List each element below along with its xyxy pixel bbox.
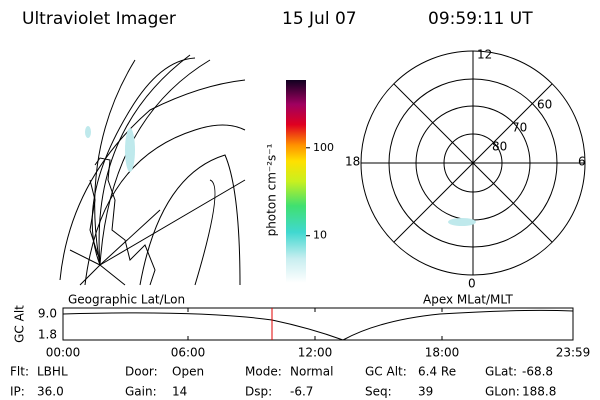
field-label: IP: (10, 385, 25, 399)
timeline-xtick: 12:00 (298, 346, 333, 360)
field-value: 39 (418, 385, 433, 399)
timeline-ytick: 1.8 (38, 328, 57, 342)
field-label: Mode: (245, 365, 282, 379)
field-value: -6.7 (290, 385, 313, 399)
timeline-xtick: 06:00 (171, 346, 206, 360)
panel-title: Geographic Lat/Lon (68, 293, 185, 307)
footer: Flt: LBHL Door: Open Mode: Normal GC Alt: 6.4 R… (10, 365, 556, 399)
colorbar-label: photon cm⁻²s⁻¹ (265, 143, 279, 236)
mlt-label: 18 (345, 155, 360, 169)
field-value: LBHL (37, 365, 68, 379)
mlat-label: 60 (537, 98, 552, 112)
field-value: Open (172, 365, 204, 379)
field-value: 188.8 (522, 385, 556, 399)
field-value: 14 (172, 385, 187, 399)
field-label: GC Alt: (365, 365, 407, 379)
polar-grid (360, 50, 586, 276)
mlat-label: 70 (512, 121, 527, 135)
field-label: Dsp: (245, 385, 272, 399)
timeline-ylabel: GC Alt (13, 305, 27, 343)
field-value: 36.0 (37, 385, 64, 399)
field-label: Door: (125, 365, 158, 379)
mlt-label: 0 (468, 277, 476, 291)
mlt-label: 12 (477, 48, 492, 62)
field-value: 6.4 Re (418, 365, 456, 379)
colorbar-tick-label: 10 (313, 229, 327, 242)
colorbar-tick-label: 100 (313, 141, 334, 154)
timeline-xtick: 18:00 (425, 346, 460, 360)
title: Ultraviolet Imager (22, 9, 176, 29)
field-label: Gain: (125, 385, 157, 399)
timeline-xtick: 23:59 (556, 346, 591, 360)
timeline-xtick: 00:00 (46, 346, 81, 360)
field-label: Seq: (365, 385, 392, 399)
panel-title: Apex MLat/MLT (423, 293, 513, 307)
field-label: GLat: (485, 365, 517, 379)
field-value: -68.8 (522, 365, 553, 379)
field-label: Flt: (10, 365, 29, 379)
mlt-label: 6 (578, 155, 586, 169)
field-label: GLon: (485, 385, 520, 399)
mlat-label: 80 (492, 140, 507, 154)
time: 09:59:11 UT (428, 9, 533, 29)
date: 15 Jul 07 (282, 9, 357, 29)
colorbar (286, 80, 306, 283)
geographic-map (59, 54, 246, 286)
colorbar-axis: 10 100 (306, 141, 334, 242)
timeline-ytick: 9.0 (38, 307, 57, 321)
field-value: Normal (290, 365, 333, 379)
timeline (62, 307, 574, 341)
